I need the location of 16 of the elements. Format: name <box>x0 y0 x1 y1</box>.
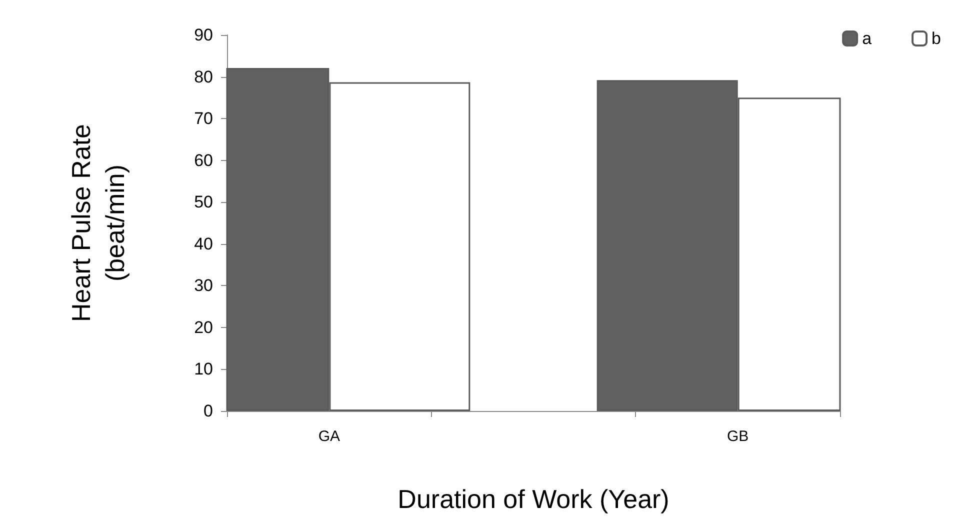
x-tick-label: GA <box>318 428 340 445</box>
y-tick-label: 50 <box>194 192 213 212</box>
x-tick-label: GB <box>726 428 749 445</box>
y-tick-label: 80 <box>194 67 213 86</box>
y-tick-label: 10 <box>194 360 213 379</box>
x-axis-title: Duration of Work (Year) <box>398 484 670 514</box>
y-tick-label: 60 <box>194 150 213 170</box>
y-tick-label: 90 <box>194 26 213 44</box>
y-tick-label: 40 <box>194 234 213 254</box>
y-tick-label: 30 <box>194 276 213 296</box>
legend-label: b <box>932 29 942 48</box>
y-axis-title: Heart Pulse Rate (beat/min) <box>66 124 130 322</box>
y-tick-label: 20 <box>194 318 213 337</box>
y-tick-label: 0 <box>204 402 213 420</box>
y-tick-label: 70 <box>194 109 213 128</box>
legend-label: a <box>862 29 872 48</box>
